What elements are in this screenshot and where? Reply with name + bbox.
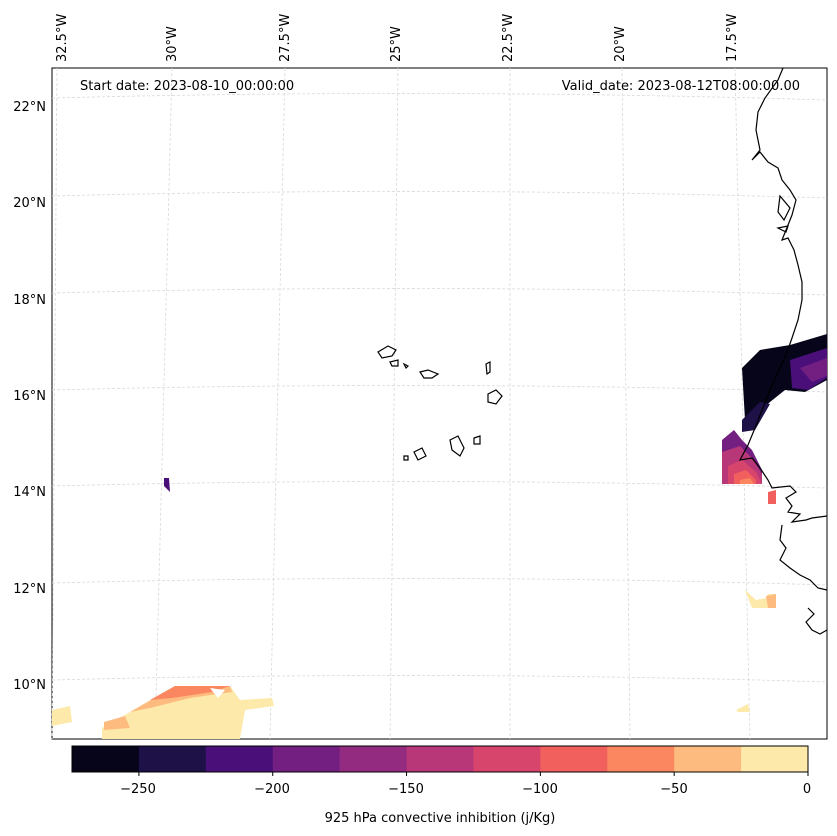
lon-label: 25°W xyxy=(389,26,404,62)
lon-label: 22.5°W xyxy=(501,14,516,62)
colorbar-tick-label: 0 xyxy=(803,782,811,797)
colorbar-swatch xyxy=(674,746,742,772)
colorbar-border xyxy=(71,745,809,773)
colorbar-swatch xyxy=(741,746,809,772)
colorbar-swatch xyxy=(138,746,207,772)
island-santo-antao xyxy=(377,345,397,359)
lon-label: 20°W xyxy=(613,26,628,62)
colorbar-swatch xyxy=(607,746,675,772)
longitude-labels: 32.5°W 30°W 27.5°W 25°W 22.5°W 20°W 17.5… xyxy=(55,14,740,62)
coastlines xyxy=(377,67,828,635)
lat-label: 12°N xyxy=(13,582,46,597)
colorbar-swatch xyxy=(339,746,408,772)
lat-label: 10°N xyxy=(13,678,46,693)
colorbar-tick-label: −100 xyxy=(522,782,558,797)
lat-label: 22°N xyxy=(13,100,46,115)
colorbar-tick-label: −150 xyxy=(388,782,424,797)
colorbar-tick-label: −200 xyxy=(254,782,290,797)
colorbar-swatch xyxy=(272,746,341,772)
colorbar-swatch xyxy=(540,746,608,772)
colorbar-swatch xyxy=(205,746,274,772)
colorbar xyxy=(71,745,809,776)
colorbar-label: 925 hPa convective inhibition (j/Kg) xyxy=(325,811,556,826)
lat-label: 16°N xyxy=(13,389,46,404)
lat-label: 18°N xyxy=(13,293,46,308)
colorbar-swatch xyxy=(473,746,541,772)
cin-patch-south xyxy=(102,686,274,739)
map-frame xyxy=(51,67,828,740)
colorbar-ticks: −250 −200 −150 −100 −50 0 xyxy=(120,782,811,797)
colorbar-swatch xyxy=(72,746,140,772)
latitude-labels: 22°N 20°N 18°N 16°N 14°N 12°N 10°N xyxy=(13,100,46,693)
lon-label: 17.5°W xyxy=(725,14,740,62)
lon-label: 27.5°W xyxy=(278,14,293,62)
lat-label: 20°N xyxy=(13,196,46,211)
cin-contours xyxy=(52,334,827,739)
colorbar-swatch xyxy=(406,746,474,772)
lon-label: 32.5°W xyxy=(55,14,70,62)
colorbar-tick-label: −250 xyxy=(120,782,156,797)
valid-date-label: Valid_date: 2023-08-12T08:00:00.00 xyxy=(562,79,800,94)
lon-label: 30°W xyxy=(165,26,180,62)
start-date-label: Start date: 2023-08-10_00:00:00 xyxy=(80,79,294,94)
gridlines xyxy=(51,67,828,740)
colorbar-tick-label: −50 xyxy=(660,782,687,797)
lat-label: 14°N xyxy=(13,485,46,500)
africa-coastline xyxy=(738,67,828,523)
